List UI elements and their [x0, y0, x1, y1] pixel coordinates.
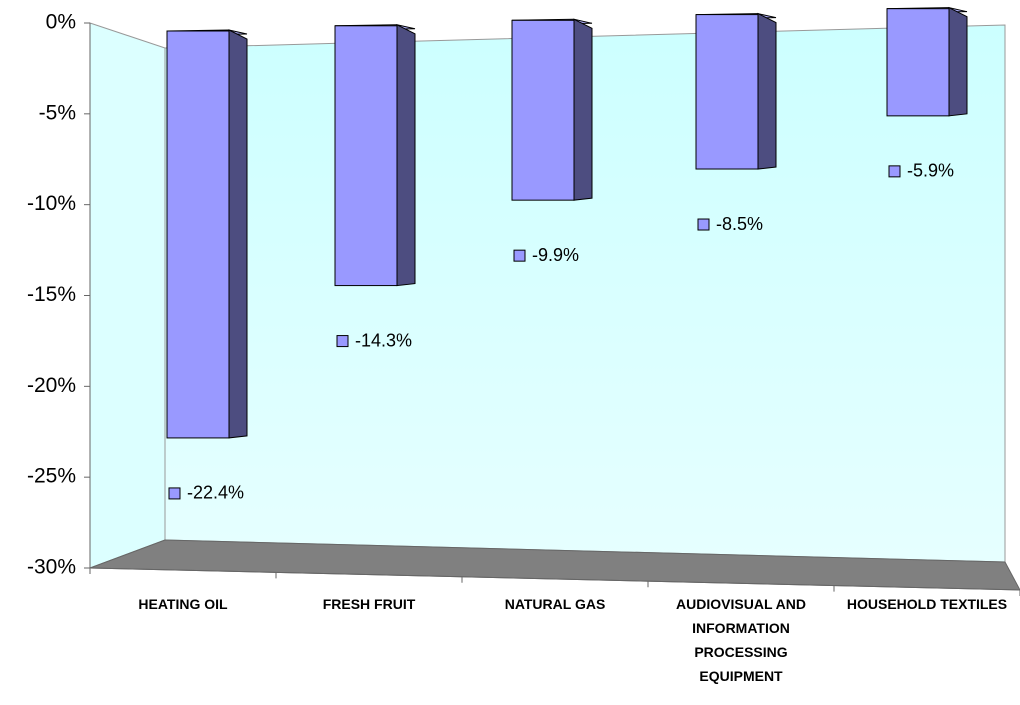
bar-side — [757, 12, 777, 170]
x-tick-label: NATURAL GAS — [504, 596, 606, 612]
y-tick-label: -5% — [39, 101, 76, 124]
bar-side — [396, 23, 416, 287]
y-tick-label: -15% — [27, 283, 76, 306]
label-key — [888, 165, 901, 178]
label-key — [697, 218, 710, 231]
value-label: -5.9% — [907, 161, 954, 181]
label-key — [168, 487, 181, 500]
bar — [334, 23, 416, 287]
bar-front — [511, 19, 575, 201]
bar-side — [228, 29, 248, 439]
bar — [695, 12, 777, 170]
y-tick-label: -10% — [27, 192, 76, 215]
bar-front — [886, 8, 950, 117]
y-tick-label: -25% — [27, 465, 76, 488]
label-key — [513, 249, 526, 262]
bar-front — [334, 25, 398, 287]
value-label: -14.3% — [355, 330, 412, 350]
y-tick-label: -20% — [27, 374, 76, 397]
bar-front — [695, 14, 759, 170]
x-tick-label: AUDIOVISUAL AND INFORMATION PROCESSING E… — [676, 596, 806, 684]
bar-side — [948, 6, 968, 117]
value-label: -8.5% — [716, 214, 763, 234]
y-tick-label: 0% — [46, 11, 76, 34]
x-axis — [89, 567, 1020, 591]
bar-front — [166, 30, 230, 439]
bar-side — [573, 18, 593, 201]
value-label: -9.9% — [532, 245, 579, 265]
x-tick-label: HOUSEHOLD TEXTILES — [846, 596, 1008, 612]
x-tick-label: HEATING OIL — [138, 596, 228, 612]
side-wall — [89, 22, 166, 569]
y-tick-label: -30% — [27, 556, 76, 579]
x-tick-label: FRESH FRUIT — [322, 596, 416, 612]
bar — [511, 18, 593, 201]
bar — [886, 6, 968, 117]
label-key — [336, 335, 349, 348]
value-label: -22.4% — [187, 483, 244, 503]
bar — [166, 29, 248, 439]
